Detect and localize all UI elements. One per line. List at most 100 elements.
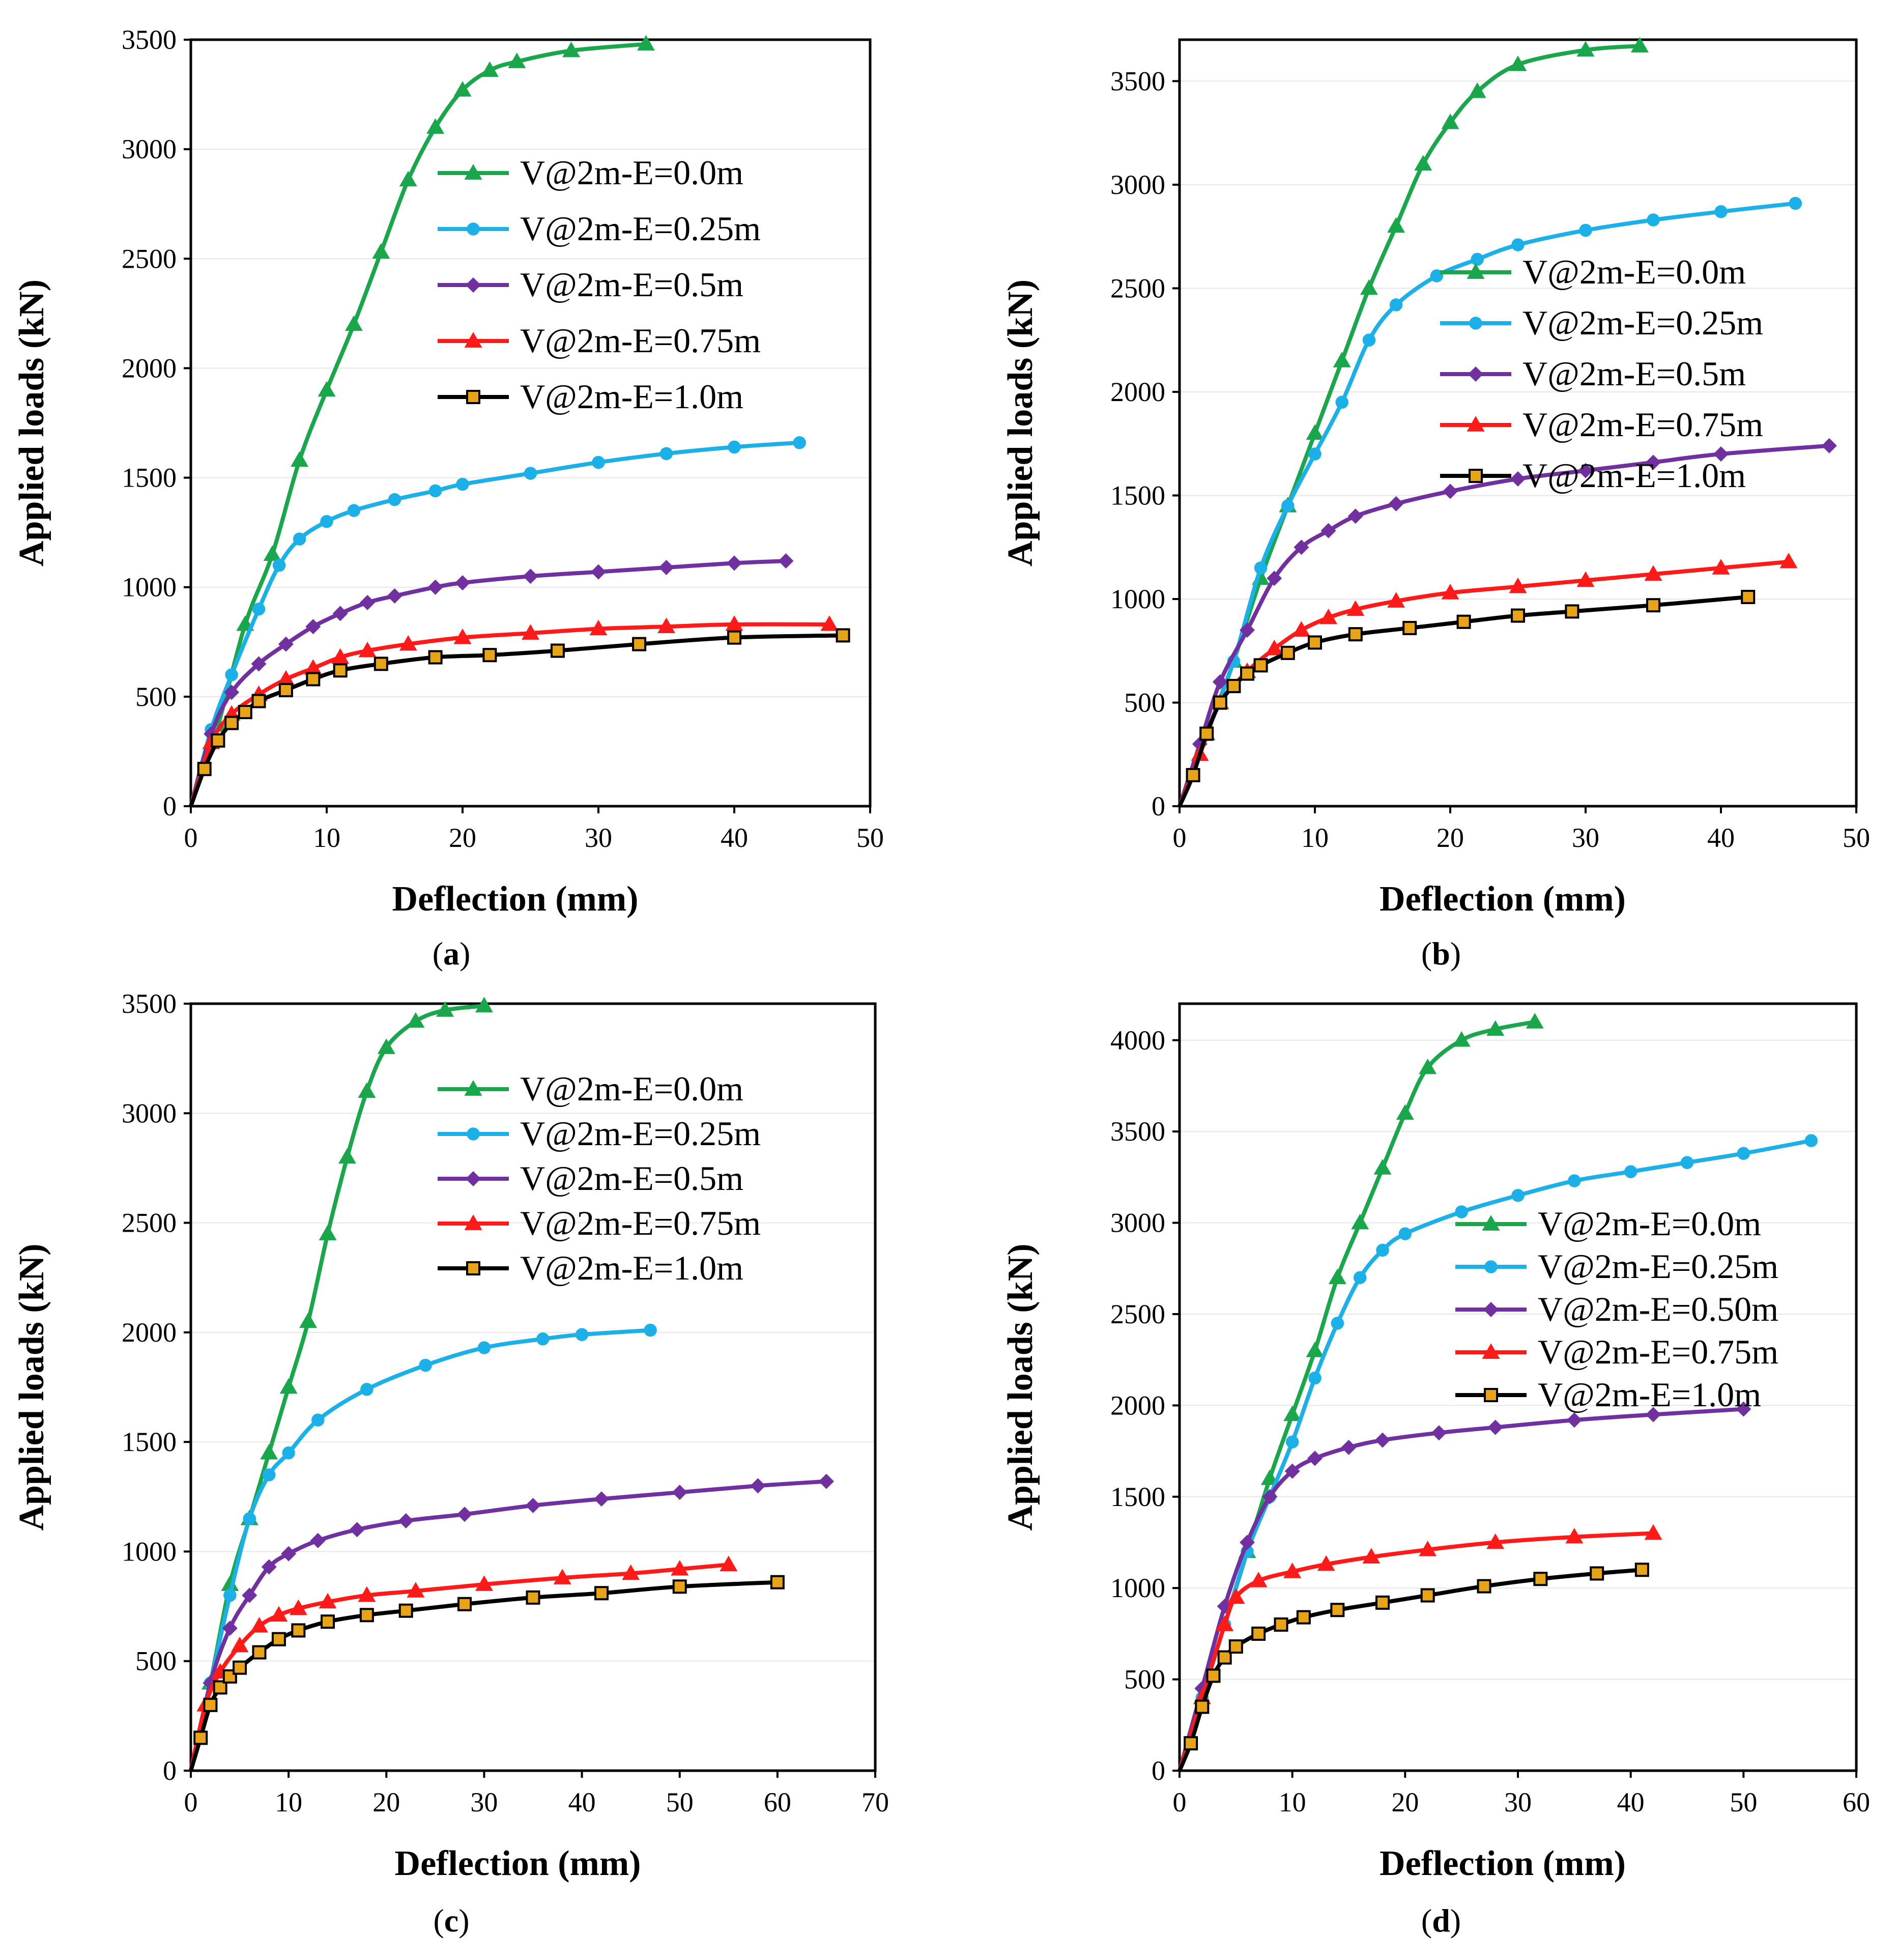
data-point xyxy=(1644,565,1662,581)
data-point xyxy=(279,1378,298,1394)
x-tick-label: 40 xyxy=(721,822,748,853)
y-tick-label: 3500 xyxy=(122,24,177,55)
data-point xyxy=(1646,1407,1661,1423)
y-tick-label: 3000 xyxy=(122,134,177,164)
y-tick-label: 1000 xyxy=(1110,584,1165,614)
data-point xyxy=(1216,1615,1234,1631)
data-point xyxy=(251,656,267,672)
legend-marker xyxy=(1469,317,1482,330)
y-tick-label: 0 xyxy=(163,791,177,821)
data-point xyxy=(1281,499,1295,513)
legend-marker xyxy=(1482,1215,1500,1231)
data-point xyxy=(1333,352,1351,367)
x-axis-title: Deflection (mm) xyxy=(395,1844,641,1883)
y-tick-label: 0 xyxy=(1152,791,1165,821)
legend-label: V@2m-E=0.5m xyxy=(520,265,743,304)
data-point xyxy=(1431,1425,1447,1441)
data-point xyxy=(1630,37,1649,53)
data-point xyxy=(589,619,608,636)
legend-label: V@2m-E=0.5m xyxy=(1522,354,1746,393)
data-point xyxy=(728,440,741,454)
data-point xyxy=(1260,1469,1279,1485)
data-point xyxy=(1240,1535,1255,1550)
series-line xyxy=(189,1563,729,1771)
data-point xyxy=(224,716,239,730)
data-point xyxy=(1511,238,1525,251)
data-point xyxy=(1634,1563,1649,1577)
data-point xyxy=(1419,1058,1437,1074)
y-tick-label: 500 xyxy=(1124,1664,1165,1695)
data-point xyxy=(1568,1174,1581,1187)
x-tick-label: 40 xyxy=(1617,1787,1645,1817)
data-point xyxy=(1441,583,1459,600)
data-point xyxy=(1227,1588,1245,1604)
y-tick-label: 2500 xyxy=(1110,273,1165,303)
data-point xyxy=(523,569,538,584)
data-point xyxy=(225,668,238,681)
y-axis-title: Applied loads (kN) xyxy=(1001,279,1040,566)
data-point xyxy=(1509,55,1527,71)
legend: V@2m-E=0.0m V@2m-E=0.25m V@2m-E=0.50m V@2m-… xyxy=(1455,1204,1778,1414)
legend-marker xyxy=(464,332,482,348)
data-point xyxy=(428,484,442,498)
legend-label: V@2m-E=0.25m xyxy=(1522,303,1763,342)
data-point xyxy=(657,617,675,633)
data-point xyxy=(508,52,526,68)
data-point xyxy=(1217,1650,1232,1665)
y-tick-label: 2500 xyxy=(122,243,177,274)
data-point xyxy=(1347,508,1363,524)
data-point xyxy=(1821,438,1837,453)
data-point xyxy=(1249,1572,1268,1587)
data-point xyxy=(281,1546,297,1561)
legend-marker xyxy=(466,1171,481,1186)
data-point xyxy=(672,1579,687,1594)
data-point xyxy=(291,451,309,467)
data-point xyxy=(338,1148,356,1164)
data-point xyxy=(1306,424,1324,440)
data-point xyxy=(1240,666,1254,681)
legend-label: V@2m-E=0.75m xyxy=(1522,405,1763,444)
x-axis-title: Deflection (mm) xyxy=(1380,879,1626,919)
data-point xyxy=(1308,447,1322,461)
data-point xyxy=(793,436,806,449)
data-point xyxy=(306,672,321,687)
data-point xyxy=(1477,1579,1491,1594)
x-tick-label: 40 xyxy=(568,1787,596,1817)
data-point xyxy=(233,1660,247,1675)
data-point xyxy=(1362,1548,1381,1564)
legend-marker xyxy=(466,277,481,293)
series xyxy=(189,1575,785,1772)
data-point xyxy=(1335,395,1348,409)
legend-label: V@2m-E=0.5m xyxy=(520,1159,743,1198)
data-point xyxy=(592,456,605,469)
data-point xyxy=(1226,678,1241,693)
data-point xyxy=(252,602,266,616)
data-point xyxy=(224,685,240,700)
data-point xyxy=(1646,598,1660,613)
data-point xyxy=(347,504,361,517)
data-point xyxy=(622,1564,640,1580)
data-point xyxy=(398,1603,413,1618)
data-point xyxy=(818,1473,834,1489)
data-point xyxy=(358,1082,376,1098)
data-point xyxy=(1511,1189,1525,1202)
legend-label: V@2m-E=0.0m xyxy=(520,1069,743,1108)
data-point xyxy=(320,515,333,528)
data-point xyxy=(1487,1419,1503,1435)
data-point xyxy=(1308,1371,1322,1385)
legend-marker xyxy=(464,1214,482,1230)
y-tick-label: 1000 xyxy=(122,572,177,603)
y-tick-label: 0 xyxy=(1152,1755,1165,1786)
data-point xyxy=(1353,1271,1367,1284)
data-point xyxy=(455,575,470,591)
legend-marker xyxy=(1483,1302,1499,1317)
data-point xyxy=(272,558,286,572)
legend: V@2m-E=0.0m V@2m-E=0.25m V@2m-E=0.5m V@2m-E… xyxy=(438,1069,761,1287)
x-tick-label: 60 xyxy=(764,1787,791,1817)
data-point xyxy=(333,663,348,678)
plot-frame xyxy=(1178,38,1858,808)
data-point xyxy=(223,1588,237,1602)
x-tick-label: 0 xyxy=(184,1787,198,1817)
data-point xyxy=(263,545,281,561)
panel-caption: (a) xyxy=(433,935,471,972)
